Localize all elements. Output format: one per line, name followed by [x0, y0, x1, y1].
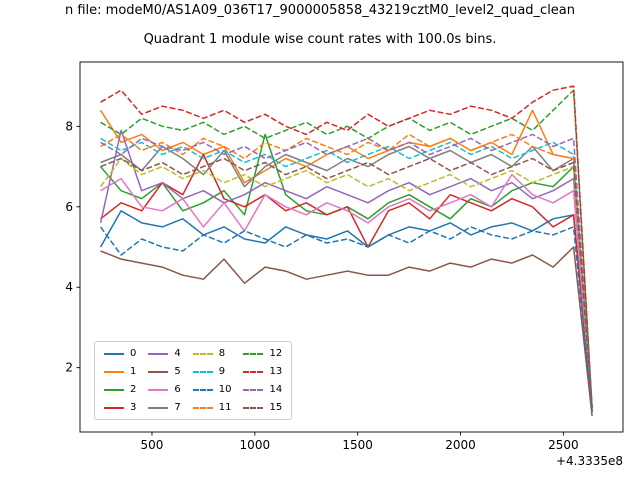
x-tick-label: 500 — [141, 438, 164, 452]
legend-line-sample — [148, 406, 169, 409]
legend-entry-0: 0 — [104, 347, 136, 360]
y-tick-label: 8 — [65, 119, 73, 133]
legend-label: 9 — [218, 366, 226, 377]
series-line-15 — [100, 157, 593, 412]
series-line-9 — [100, 137, 593, 408]
legend-label: 7 — [174, 402, 181, 413]
legend-line-sample — [148, 388, 169, 391]
chart-title: Quadrant 1 module wise count rates with … — [143, 32, 497, 47]
y-tick-label: 4 — [65, 280, 73, 294]
legend-line-sample — [148, 370, 169, 373]
axes-frame — [79, 61, 624, 433]
legend-label: 11 — [218, 402, 232, 413]
legend-entry-7: 7 — [148, 401, 181, 414]
legend-label: 15 — [269, 402, 283, 413]
series-line-8 — [99, 157, 593, 412]
suptitle: n file: modeM0/AS1A09_036T17_9000005858_… — [64, 3, 576, 18]
legend-entry-10: 10 — [192, 383, 232, 396]
series-line-0 — [99, 210, 593, 412]
legend-label: 5 — [174, 366, 181, 377]
legend-column: 8 9 10 11 — [192, 347, 232, 414]
legend-entry-5: 5 — [148, 365, 181, 378]
x-tick-label: 1000 — [240, 438, 271, 452]
legend-entry-11: 11 — [192, 401, 232, 414]
legend-line-sample — [243, 370, 264, 373]
series-line-5 — [100, 246, 593, 416]
legend-line-sample — [192, 352, 213, 355]
y-tick-label: 2 — [65, 361, 73, 375]
legend-entry-9: 9 — [192, 365, 232, 378]
legend-line-sample — [243, 388, 264, 391]
legend-line-sample — [148, 352, 169, 355]
x-tick-label: 2000 — [445, 438, 476, 452]
legend-entry-6: 6 — [148, 383, 181, 396]
legend-label: 12 — [269, 348, 283, 359]
legend-entry-8: 8 — [192, 347, 232, 360]
legend-entry-4: 4 — [148, 347, 181, 360]
legend-line-sample — [192, 388, 213, 391]
legend-label: 2 — [130, 384, 137, 395]
legend-label: 4 — [174, 348, 181, 359]
legend-line-sample — [104, 352, 124, 355]
legend-entry-3: 3 — [104, 401, 136, 414]
legend-line-sample — [104, 388, 124, 391]
legend-line-sample — [192, 406, 213, 409]
x-tick-label: 2500 — [548, 438, 579, 452]
legend-line-sample — [104, 370, 124, 373]
series-line-14 — [100, 133, 593, 408]
series-line-11 — [100, 133, 593, 408]
legend-label: 14 — [269, 384, 283, 395]
legend-entry-1: 1 — [104, 365, 136, 378]
series-line-3 — [100, 153, 593, 412]
legend-column: 0 1 2 3 — [104, 347, 136, 414]
series-line-10 — [99, 226, 593, 412]
series-line-12 — [100, 89, 593, 408]
series-line-6 — [100, 173, 593, 412]
legend-entry-2: 2 — [104, 383, 136, 396]
legend-line-sample — [243, 406, 264, 409]
legend-label: 1 — [130, 366, 137, 377]
legend-label: 13 — [269, 366, 283, 377]
legend-line-sample — [192, 370, 213, 373]
x-axis-offset-label: +4.3335e8 — [556, 454, 623, 468]
y-tick-label: 6 — [65, 200, 73, 214]
legend-entry-14: 14 — [243, 383, 282, 396]
x-tick-label: 1500 — [342, 438, 373, 452]
legend-label: 10 — [218, 384, 232, 395]
legend-column: 12 13 14 15 — [243, 347, 282, 414]
series-line-13 — [100, 85, 593, 408]
legend-line-sample — [104, 406, 124, 409]
legend-entry-15: 15 — [243, 401, 282, 414]
legend-label: 0 — [130, 348, 137, 359]
legend-label: 8 — [218, 348, 226, 359]
legend-entry-13: 13 — [243, 365, 282, 378]
legend-label: 3 — [130, 402, 137, 413]
legend: 0 1 2 3 4 5 6 7 8 9 10 11 12 13 14 15 — [94, 341, 293, 420]
legend-column: 4 5 6 7 — [148, 347, 181, 414]
legend-label: 6 — [174, 384, 181, 395]
series-lines — [99, 85, 593, 416]
legend-line-sample — [243, 352, 264, 355]
legend-entry-12: 12 — [243, 347, 282, 360]
